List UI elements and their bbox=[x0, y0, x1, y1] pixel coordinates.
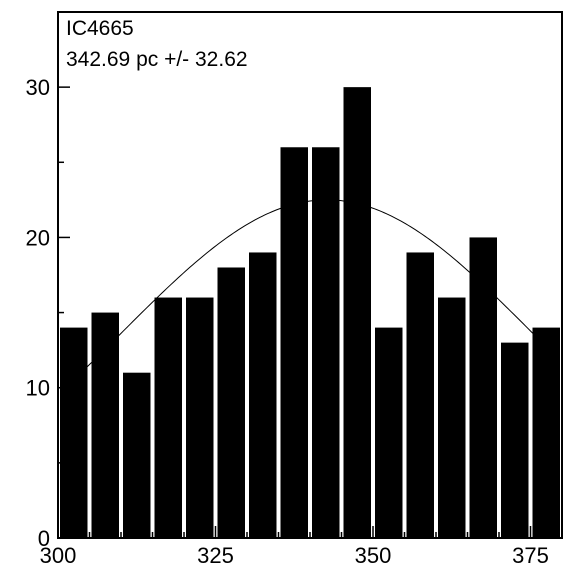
histogram-bar bbox=[343, 87, 371, 538]
y-tick-label: 30 bbox=[26, 75, 50, 100]
histogram-bar bbox=[438, 297, 466, 538]
histogram-bar bbox=[154, 297, 182, 538]
histogram-bar bbox=[60, 327, 88, 538]
histogram-bar bbox=[123, 372, 151, 538]
y-tick-label: 0 bbox=[38, 526, 50, 551]
histogram-bar bbox=[91, 312, 119, 538]
histogram-bar bbox=[375, 327, 403, 538]
histogram-bar bbox=[312, 147, 340, 538]
histogram-bar bbox=[406, 252, 434, 538]
y-tick-label: 10 bbox=[26, 376, 50, 401]
gaussian-fit-curve bbox=[70, 199, 550, 384]
x-tick-label: 325 bbox=[197, 543, 234, 568]
histogram-bar bbox=[532, 327, 560, 538]
histogram-bar bbox=[186, 297, 214, 538]
y-axis-ticks: 0 10 20 30 bbox=[26, 11, 70, 551]
histogram-bar bbox=[280, 147, 308, 538]
annotation-distance: 342.69 pc +/- 32.62 bbox=[66, 48, 248, 71]
x-tick-label: 375 bbox=[512, 543, 549, 568]
x-tick-label: 300 bbox=[40, 543, 77, 568]
y-tick-label: 20 bbox=[26, 225, 50, 250]
x-tick-label: 350 bbox=[355, 543, 392, 568]
histogram-bar bbox=[217, 267, 245, 538]
bars-group bbox=[60, 87, 560, 538]
histogram-bar bbox=[469, 237, 497, 538]
histogram-bar bbox=[501, 342, 529, 538]
annotation-cluster-name: IC4665 bbox=[66, 17, 134, 40]
histogram-bar bbox=[249, 252, 277, 538]
x-axis-ticks: 300 325 350 375 bbox=[40, 526, 563, 568]
